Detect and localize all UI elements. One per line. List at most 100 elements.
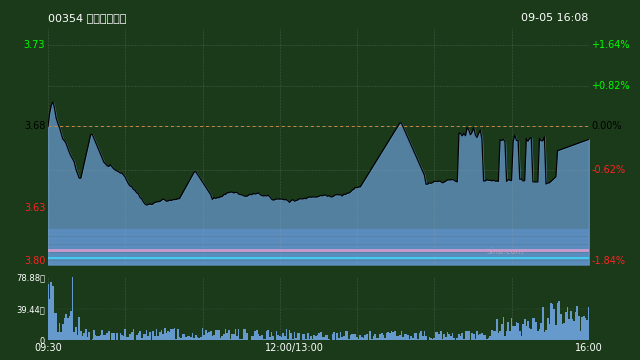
- Bar: [179, 337, 180, 340]
- Bar: [239, 338, 241, 340]
- Bar: [52, 285, 54, 340]
- Bar: [82, 336, 83, 340]
- Bar: [337, 333, 338, 340]
- Bar: [190, 337, 192, 340]
- Bar: [440, 331, 442, 340]
- Bar: [48, 261, 589, 262]
- Bar: [560, 314, 562, 340]
- Bar: [332, 334, 333, 340]
- Bar: [381, 333, 383, 340]
- Bar: [243, 329, 244, 340]
- Text: 09-05 16:08: 09-05 16:08: [522, 13, 589, 23]
- Bar: [161, 330, 163, 340]
- Bar: [520, 336, 522, 340]
- Bar: [548, 324, 550, 340]
- Bar: [180, 338, 182, 340]
- Bar: [297, 333, 299, 340]
- Bar: [131, 332, 132, 340]
- Bar: [502, 317, 504, 340]
- Bar: [292, 339, 294, 340]
- Bar: [215, 330, 216, 340]
- Text: 3.63: 3.63: [24, 203, 45, 213]
- Bar: [67, 318, 68, 340]
- Bar: [109, 339, 111, 340]
- Bar: [409, 339, 410, 340]
- Bar: [128, 337, 129, 340]
- Bar: [361, 337, 363, 340]
- Bar: [262, 339, 264, 340]
- Bar: [461, 333, 463, 340]
- Bar: [424, 332, 425, 340]
- Bar: [476, 331, 478, 340]
- Bar: [460, 336, 461, 340]
- Bar: [315, 336, 317, 340]
- Bar: [432, 339, 433, 340]
- Bar: [504, 336, 506, 340]
- Bar: [364, 335, 366, 340]
- Bar: [169, 332, 170, 340]
- Bar: [62, 324, 63, 340]
- Bar: [231, 334, 233, 340]
- Bar: [268, 330, 269, 340]
- Text: 0.00%: 0.00%: [591, 121, 622, 131]
- Text: -1.84%: -1.84%: [591, 256, 625, 266]
- Bar: [49, 300, 51, 340]
- Bar: [200, 337, 202, 340]
- Bar: [371, 339, 372, 340]
- Bar: [478, 335, 479, 340]
- Bar: [394, 331, 396, 340]
- Bar: [471, 333, 473, 340]
- Bar: [75, 327, 77, 340]
- Bar: [85, 329, 86, 340]
- Bar: [444, 334, 445, 340]
- Bar: [51, 282, 52, 340]
- Bar: [427, 339, 429, 340]
- Bar: [417, 338, 419, 340]
- Bar: [563, 323, 565, 340]
- Bar: [404, 334, 406, 340]
- Bar: [422, 336, 424, 340]
- Bar: [236, 336, 238, 340]
- Bar: [511, 318, 513, 340]
- Bar: [151, 339, 152, 340]
- Bar: [363, 338, 364, 340]
- Bar: [508, 322, 509, 340]
- Bar: [305, 339, 307, 340]
- Bar: [271, 332, 273, 340]
- Bar: [580, 330, 581, 340]
- Bar: [212, 336, 213, 340]
- Bar: [333, 332, 335, 340]
- Bar: [401, 331, 402, 340]
- Bar: [182, 334, 184, 340]
- Bar: [56, 313, 57, 340]
- Bar: [557, 303, 558, 340]
- Bar: [63, 318, 65, 340]
- Bar: [198, 338, 200, 340]
- Bar: [175, 339, 177, 340]
- Bar: [92, 339, 93, 340]
- Text: 3.80: 3.80: [24, 256, 45, 266]
- Bar: [413, 333, 415, 340]
- Bar: [568, 319, 570, 340]
- Bar: [48, 258, 589, 259]
- Bar: [276, 331, 277, 340]
- Bar: [386, 333, 387, 340]
- Bar: [302, 334, 303, 340]
- Bar: [341, 337, 343, 340]
- Bar: [322, 337, 323, 340]
- Bar: [458, 334, 460, 340]
- Bar: [340, 333, 341, 340]
- Bar: [415, 333, 417, 340]
- Bar: [103, 334, 105, 340]
- Bar: [572, 319, 573, 340]
- Bar: [573, 321, 575, 340]
- Bar: [456, 338, 458, 340]
- Bar: [121, 335, 123, 340]
- Bar: [164, 328, 166, 340]
- Bar: [384, 338, 386, 340]
- Bar: [47, 284, 49, 340]
- Bar: [116, 333, 118, 340]
- Bar: [497, 333, 499, 340]
- Bar: [208, 332, 210, 340]
- Bar: [74, 332, 75, 340]
